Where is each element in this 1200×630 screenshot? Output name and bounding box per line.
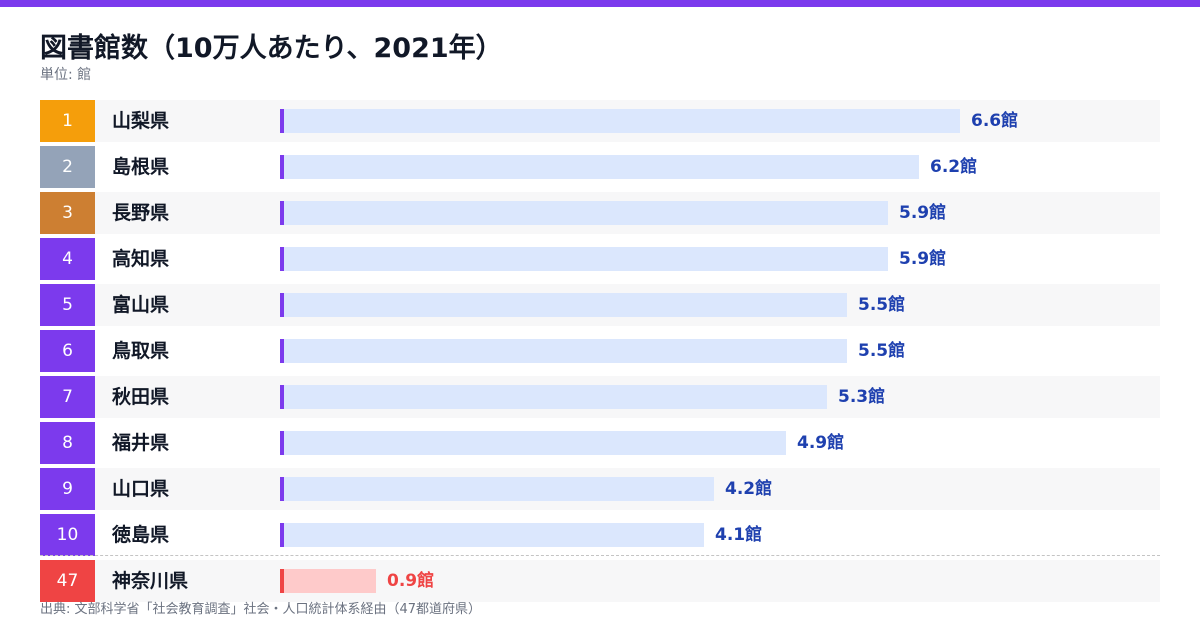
value-label: 4.1館 bbox=[715, 525, 763, 545]
value-bar bbox=[284, 247, 888, 271]
value-label: 0.9館 bbox=[387, 571, 435, 591]
bar-start-mark bbox=[280, 155, 284, 179]
chart-row: 47 神奈川県 0.9館 bbox=[40, 560, 1160, 602]
source-note: 出典: 文部科学省「社会教育調査」社会・人口統計体系経由（47都道府県） bbox=[40, 602, 482, 617]
bar-start-mark bbox=[280, 431, 284, 455]
value-bar bbox=[284, 569, 376, 593]
prefecture-name: 福井県 bbox=[112, 432, 170, 454]
prefecture-name: 長野県 bbox=[112, 202, 170, 224]
chart-title: 図書館数（10万人あたり、2021年） bbox=[40, 33, 503, 64]
bar-start-mark bbox=[280, 293, 284, 317]
value-bar bbox=[284, 155, 919, 179]
rank-badge: 10 bbox=[40, 514, 95, 556]
prefecture-name: 徳島県 bbox=[112, 524, 170, 546]
rank-badge: 9 bbox=[40, 468, 95, 510]
chart-row: 10 徳島県 4.1館 bbox=[40, 514, 1160, 556]
rank-badge: 7 bbox=[40, 376, 95, 418]
bar-start-mark bbox=[280, 569, 284, 593]
value-bar bbox=[284, 339, 847, 363]
prefecture-name: 高知県 bbox=[112, 248, 170, 270]
bar-start-mark bbox=[280, 201, 284, 225]
chart-row: 1 山梨県 6.6館 bbox=[40, 100, 1160, 142]
prefecture-name: 神奈川県 bbox=[112, 570, 189, 592]
bar-start-mark bbox=[280, 523, 284, 547]
value-bar bbox=[284, 477, 714, 501]
value-bar bbox=[284, 201, 888, 225]
value-label: 5.9館 bbox=[899, 203, 947, 223]
value-bar bbox=[284, 523, 704, 547]
accent-top-bar bbox=[0, 0, 1200, 7]
chart-row: 7 秋田県 5.3館 bbox=[40, 376, 1160, 418]
rank-badge: 8 bbox=[40, 422, 95, 464]
prefecture-name: 島根県 bbox=[112, 156, 170, 178]
prefecture-name: 富山県 bbox=[112, 294, 170, 316]
prefecture-name: 山梨県 bbox=[112, 110, 170, 132]
value-bar bbox=[284, 109, 960, 133]
value-label: 5.9館 bbox=[899, 249, 947, 269]
rank-badge: 2 bbox=[40, 146, 95, 188]
chart-row: 8 福井県 4.9館 bbox=[40, 422, 1160, 464]
value-bar bbox=[284, 385, 827, 409]
bar-start-mark bbox=[280, 109, 284, 133]
rank-badge: 3 bbox=[40, 192, 95, 234]
chart-row: 9 山口県 4.2館 bbox=[40, 468, 1160, 510]
chart-row: 2 島根県 6.2館 bbox=[40, 146, 1160, 188]
value-label: 4.2館 bbox=[725, 479, 773, 499]
bar-start-mark bbox=[280, 477, 284, 501]
chart-row: 4 高知県 5.9館 bbox=[40, 238, 1160, 280]
value-label: 4.9館 bbox=[797, 433, 845, 453]
chart-row: 5 富山県 5.5館 bbox=[40, 284, 1160, 326]
value-label: 6.2館 bbox=[930, 157, 978, 177]
value-bar bbox=[284, 431, 786, 455]
prefecture-name: 鳥取県 bbox=[112, 340, 170, 362]
bar-start-mark bbox=[280, 385, 284, 409]
rank-separator bbox=[40, 555, 1160, 556]
rank-badge: 47 bbox=[40, 560, 95, 602]
rank-badge: 5 bbox=[40, 284, 95, 326]
value-label: 6.6館 bbox=[971, 111, 1019, 131]
prefecture-name: 秋田県 bbox=[112, 386, 170, 408]
unit-label: 単位: 館 bbox=[40, 67, 92, 83]
value-label: 5.5館 bbox=[858, 295, 906, 315]
bar-start-mark bbox=[280, 247, 284, 271]
chart-row: 6 鳥取県 5.5館 bbox=[40, 330, 1160, 372]
bar-start-mark bbox=[280, 339, 284, 363]
rank-badge: 4 bbox=[40, 238, 95, 280]
rank-badge: 1 bbox=[40, 100, 95, 142]
value-label: 5.5館 bbox=[858, 341, 906, 361]
rank-badge: 6 bbox=[40, 330, 95, 372]
prefecture-name: 山口県 bbox=[112, 478, 170, 500]
value-bar bbox=[284, 293, 847, 317]
value-label: 5.3館 bbox=[838, 387, 886, 407]
chart-row: 3 長野県 5.9館 bbox=[40, 192, 1160, 234]
